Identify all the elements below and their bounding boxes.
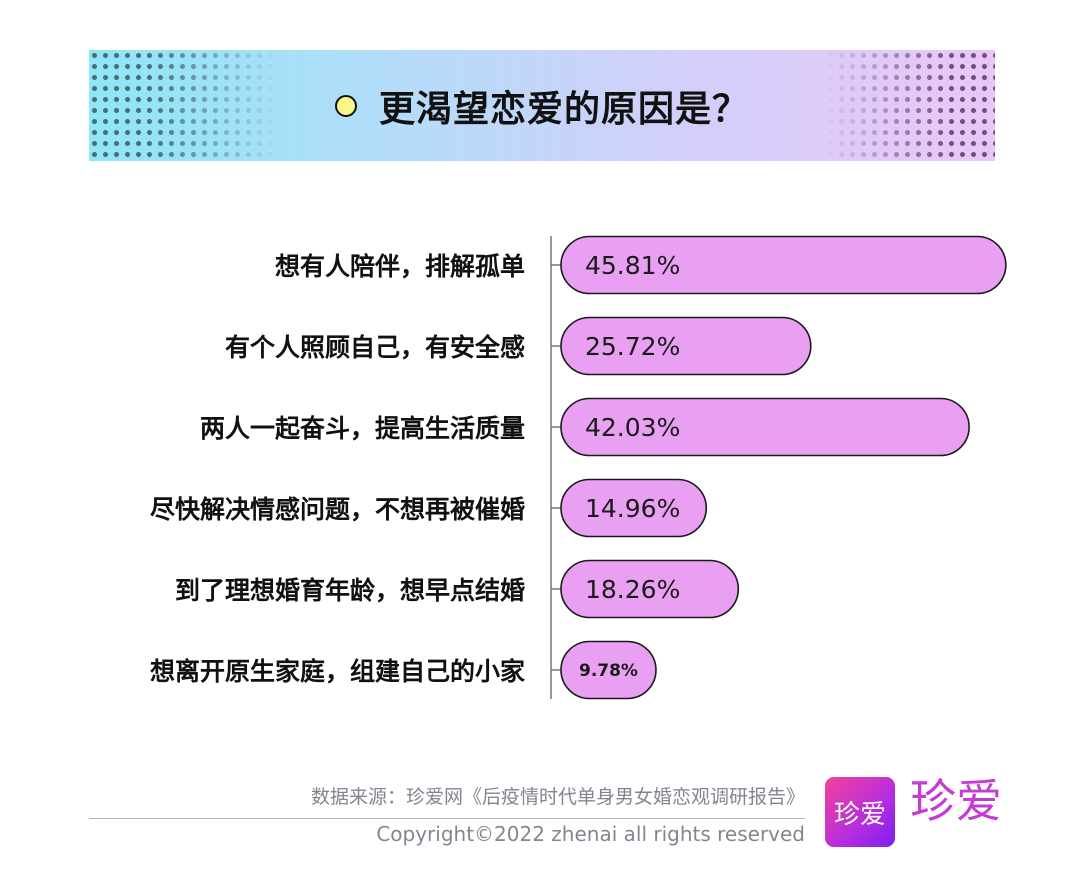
copyright: Copyright©2022 zhenai all rights reserve… xyxy=(376,822,805,846)
halftone-decoration-left xyxy=(89,50,279,161)
bar xyxy=(560,478,708,538)
category-label: 到了理想婚育年龄，想早点结婚 xyxy=(174,576,525,605)
data-label: 42.03% xyxy=(585,413,680,442)
bullet-icon xyxy=(334,94,357,117)
data-source: 数据来源：珍爱网《后疫情时代单身男女婚恋观调研报告》 xyxy=(310,786,805,808)
bar xyxy=(560,559,740,619)
chart-title: 更渴望恋爱的原因是？ xyxy=(378,88,749,130)
bar xyxy=(560,235,1007,295)
data-label: 18.26% xyxy=(585,575,680,604)
category-label: 想有人陪伴，排解孤单 xyxy=(274,252,525,281)
data-label: 14.96% xyxy=(585,494,680,523)
category-label: 有个人照顾自己，有安全感 xyxy=(224,333,525,362)
bar xyxy=(560,397,970,457)
data-label: 9.78% xyxy=(579,661,638,681)
zhenai-logo-text: 珍爱 xyxy=(910,774,1002,828)
bar xyxy=(560,640,657,700)
bar xyxy=(560,316,812,376)
halftone-decoration-right xyxy=(825,50,995,161)
title-banner: 更渴望恋爱的原因是？ xyxy=(89,50,995,161)
category-label: 尽快解决情感问题，不想再被催婚 xyxy=(149,495,525,524)
data-label: 25.72% xyxy=(585,332,680,361)
data-label: 45.81% xyxy=(585,251,680,280)
category-label: 两人一起奋斗，提高生活质量 xyxy=(199,414,525,443)
category-label: 想离开原生家庭，组建自己的小家 xyxy=(149,657,525,686)
footer-divider xyxy=(89,818,805,819)
zhenai-logo-icon: 珍爱 xyxy=(825,777,895,847)
